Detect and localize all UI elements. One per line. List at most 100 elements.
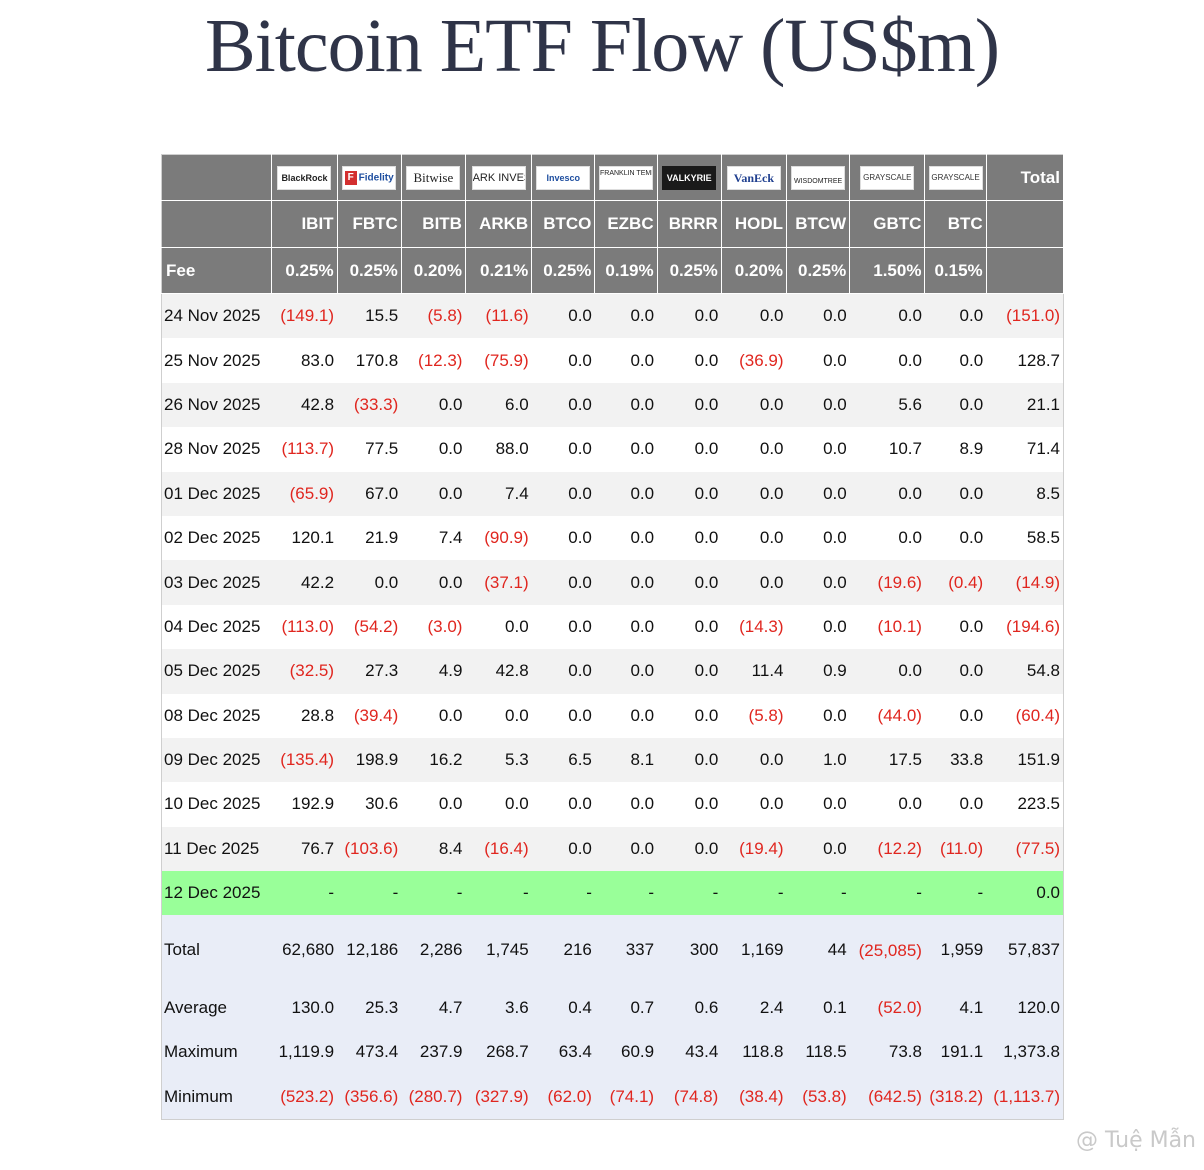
flow-cell: 0.0	[924, 604, 987, 650]
flow-cell: 71.4	[986, 427, 1064, 472]
ticker-brrr: BRRR	[657, 200, 722, 248]
summary-cell: 1,373.8	[986, 1029, 1064, 1075]
summary-cell: 216	[531, 915, 595, 986]
row-date: 02 Dec 2025	[161, 515, 272, 561]
flow-cell: 67.0	[337, 471, 402, 516]
flow-cell: -	[657, 871, 722, 916]
summary-cell: 4.7	[401, 985, 466, 1030]
flow-cell: 58.5	[986, 515, 1064, 561]
flow-cell: 6.5	[531, 737, 595, 783]
flow-cell: 0.0	[924, 338, 987, 383]
flow-cell: 0.0	[786, 382, 850, 428]
flow-cell: 0.0	[337, 560, 402, 605]
summary-cell: 191.1	[924, 1029, 987, 1075]
flow-cell: (5.8)	[401, 293, 466, 339]
summary-cell: 120.0	[986, 985, 1064, 1030]
summary-label: Minimum	[161, 1074, 272, 1120]
issuer-logo: BlackRock	[277, 165, 332, 190]
flow-cell: (65.9)	[271, 471, 338, 516]
flow-cell: 30.6	[337, 782, 402, 827]
summary-cell: (25,085)	[849, 915, 925, 986]
flow-cell: 54.8	[986, 649, 1064, 694]
flow-cell: 0.0	[531, 293, 595, 339]
summary-cell: 1,169	[721, 915, 787, 986]
flow-cell: (54.2)	[337, 604, 402, 650]
table-row: 26 Nov 2025 42.8 (33.3) 0.0 6.0 0.0 0.0 0.0 0.0 0…	[161, 382, 1064, 428]
flow-cell: 151.9	[986, 737, 1064, 783]
flow-cell: 0.0	[721, 293, 787, 339]
ticker-bitb: BITB	[401, 200, 466, 248]
flow-cell: 0.0	[531, 338, 595, 383]
row-date: 10 Dec 2025	[161, 782, 272, 827]
flow-cell: 21.9	[337, 515, 402, 561]
fee-bitb: 0.20%	[401, 247, 466, 294]
summary-cell: 1,745	[465, 915, 532, 986]
table-row: 12 Dec 2025- - - - - - - - - - -0.0	[161, 871, 1064, 916]
flow-cell: -	[594, 871, 658, 916]
flow-cell: 0.0	[786, 515, 850, 561]
table-row: 04 Dec 2025 (113.0) (54.2) (3.0) 0.0 0.0 0.0 0.…	[161, 604, 1064, 650]
table-row: 02 Dec 2025 120.1 21.9 7.4 (90.9) 0.0 0.0 0.0 0.…	[161, 515, 1064, 561]
issuer-logo: WISDOMTREE	[791, 165, 846, 190]
row-date: 26 Nov 2025	[161, 382, 272, 428]
flow-cell: 77.5	[337, 427, 402, 472]
flow-cell: 223.5	[986, 782, 1064, 827]
flow-cell: 0.0	[657, 693, 722, 738]
flow-cell: 0.0	[594, 471, 658, 516]
flow-cell: 8.1	[594, 737, 658, 783]
flow-cell: 0.0	[594, 293, 658, 339]
flow-cell: 0.0	[531, 382, 595, 428]
flow-cell: 0.0	[594, 604, 658, 650]
flow-cell: 17.5	[849, 737, 925, 783]
flow-cell: 0.0	[594, 515, 658, 561]
flow-cell: 120.1	[271, 515, 338, 561]
flow-cell: (11.0)	[924, 826, 987, 872]
issuer-logo-cell: F Fidelity	[337, 154, 402, 201]
summary-cell: 4.1	[924, 985, 987, 1030]
flow-cell: 0.0	[786, 826, 850, 872]
flow-cell: (77.5)	[986, 826, 1064, 872]
flow-cell: (12.2)	[849, 826, 925, 872]
flow-cell: -	[465, 871, 532, 916]
flow-cell: (90.9)	[465, 515, 532, 561]
flow-cell: 0.0	[657, 560, 722, 605]
summary-cell: 130.0	[271, 985, 338, 1030]
flow-cell: 0.0	[465, 604, 532, 650]
flow-cell: 0.0	[657, 293, 722, 339]
table-row: 11 Dec 2025 76.7 (103.6) 8.4 (16.4) 0.0 0.0 0.0…	[161, 826, 1064, 872]
page-title: Bitcoin ETF Flow (US$m)	[204, 4, 1000, 88]
summary-cell: 0.1	[786, 985, 850, 1030]
flow-cell: 0.0	[849, 338, 925, 383]
flow-cell: 21.1	[986, 382, 1064, 428]
fee-fbtc: 0.25%	[337, 247, 402, 294]
table-row: 09 Dec 2025 (135.4) 198.9 16.2 5.3 6.5 8.1 0.0 0…	[161, 737, 1064, 783]
row-date: 24 Nov 2025	[161, 293, 272, 339]
flow-cell: (194.6)	[986, 604, 1064, 650]
table-row: 03 Dec 2025 42.2 0.0 0.0 (37.1) 0.0 0.0 0.0 0.0 0…	[161, 560, 1064, 605]
table-row: 25 Nov 2025 83.0 170.8 (12.3) (75.9) 0.0 0.0 0.…	[161, 338, 1064, 383]
flow-cell: 0.0	[531, 649, 595, 694]
issuer-logo: ARK INVEST	[471, 165, 526, 190]
flow-cell: 33.8	[924, 737, 987, 783]
flow-cell: 192.9	[271, 782, 338, 827]
ticker-btco: BTCO	[531, 200, 596, 248]
flow-cell: 0.0	[924, 293, 987, 339]
flow-cell: (0.4)	[924, 560, 987, 605]
flow-cell: 0.0	[657, 649, 722, 694]
flow-cell: 1.0	[786, 737, 850, 783]
flow-cell: 0.0	[849, 782, 925, 827]
total-column-header: Total	[986, 154, 1065, 201]
flow-cell: 0.0	[401, 693, 466, 738]
flow-cell: (33.3)	[337, 382, 402, 428]
row-date: 08 Dec 2025	[161, 693, 272, 738]
summary-label: Average	[161, 985, 272, 1030]
ticker-fbtc: FBTC	[337, 200, 402, 248]
flow-cell: 16.2	[401, 737, 466, 783]
summary-row: Minimum (523.2) (356.6) (280.7) (327.9) (62.0…	[161, 1074, 1064, 1120]
summary-cell: 268.7	[465, 1029, 532, 1075]
flow-cell: (36.9)	[721, 338, 787, 383]
flow-cell: -	[531, 871, 595, 916]
flow-cell: (16.4)	[465, 826, 532, 872]
fee-btc: 0.15%	[924, 247, 987, 294]
summary-cell: 43.4	[657, 1029, 722, 1075]
